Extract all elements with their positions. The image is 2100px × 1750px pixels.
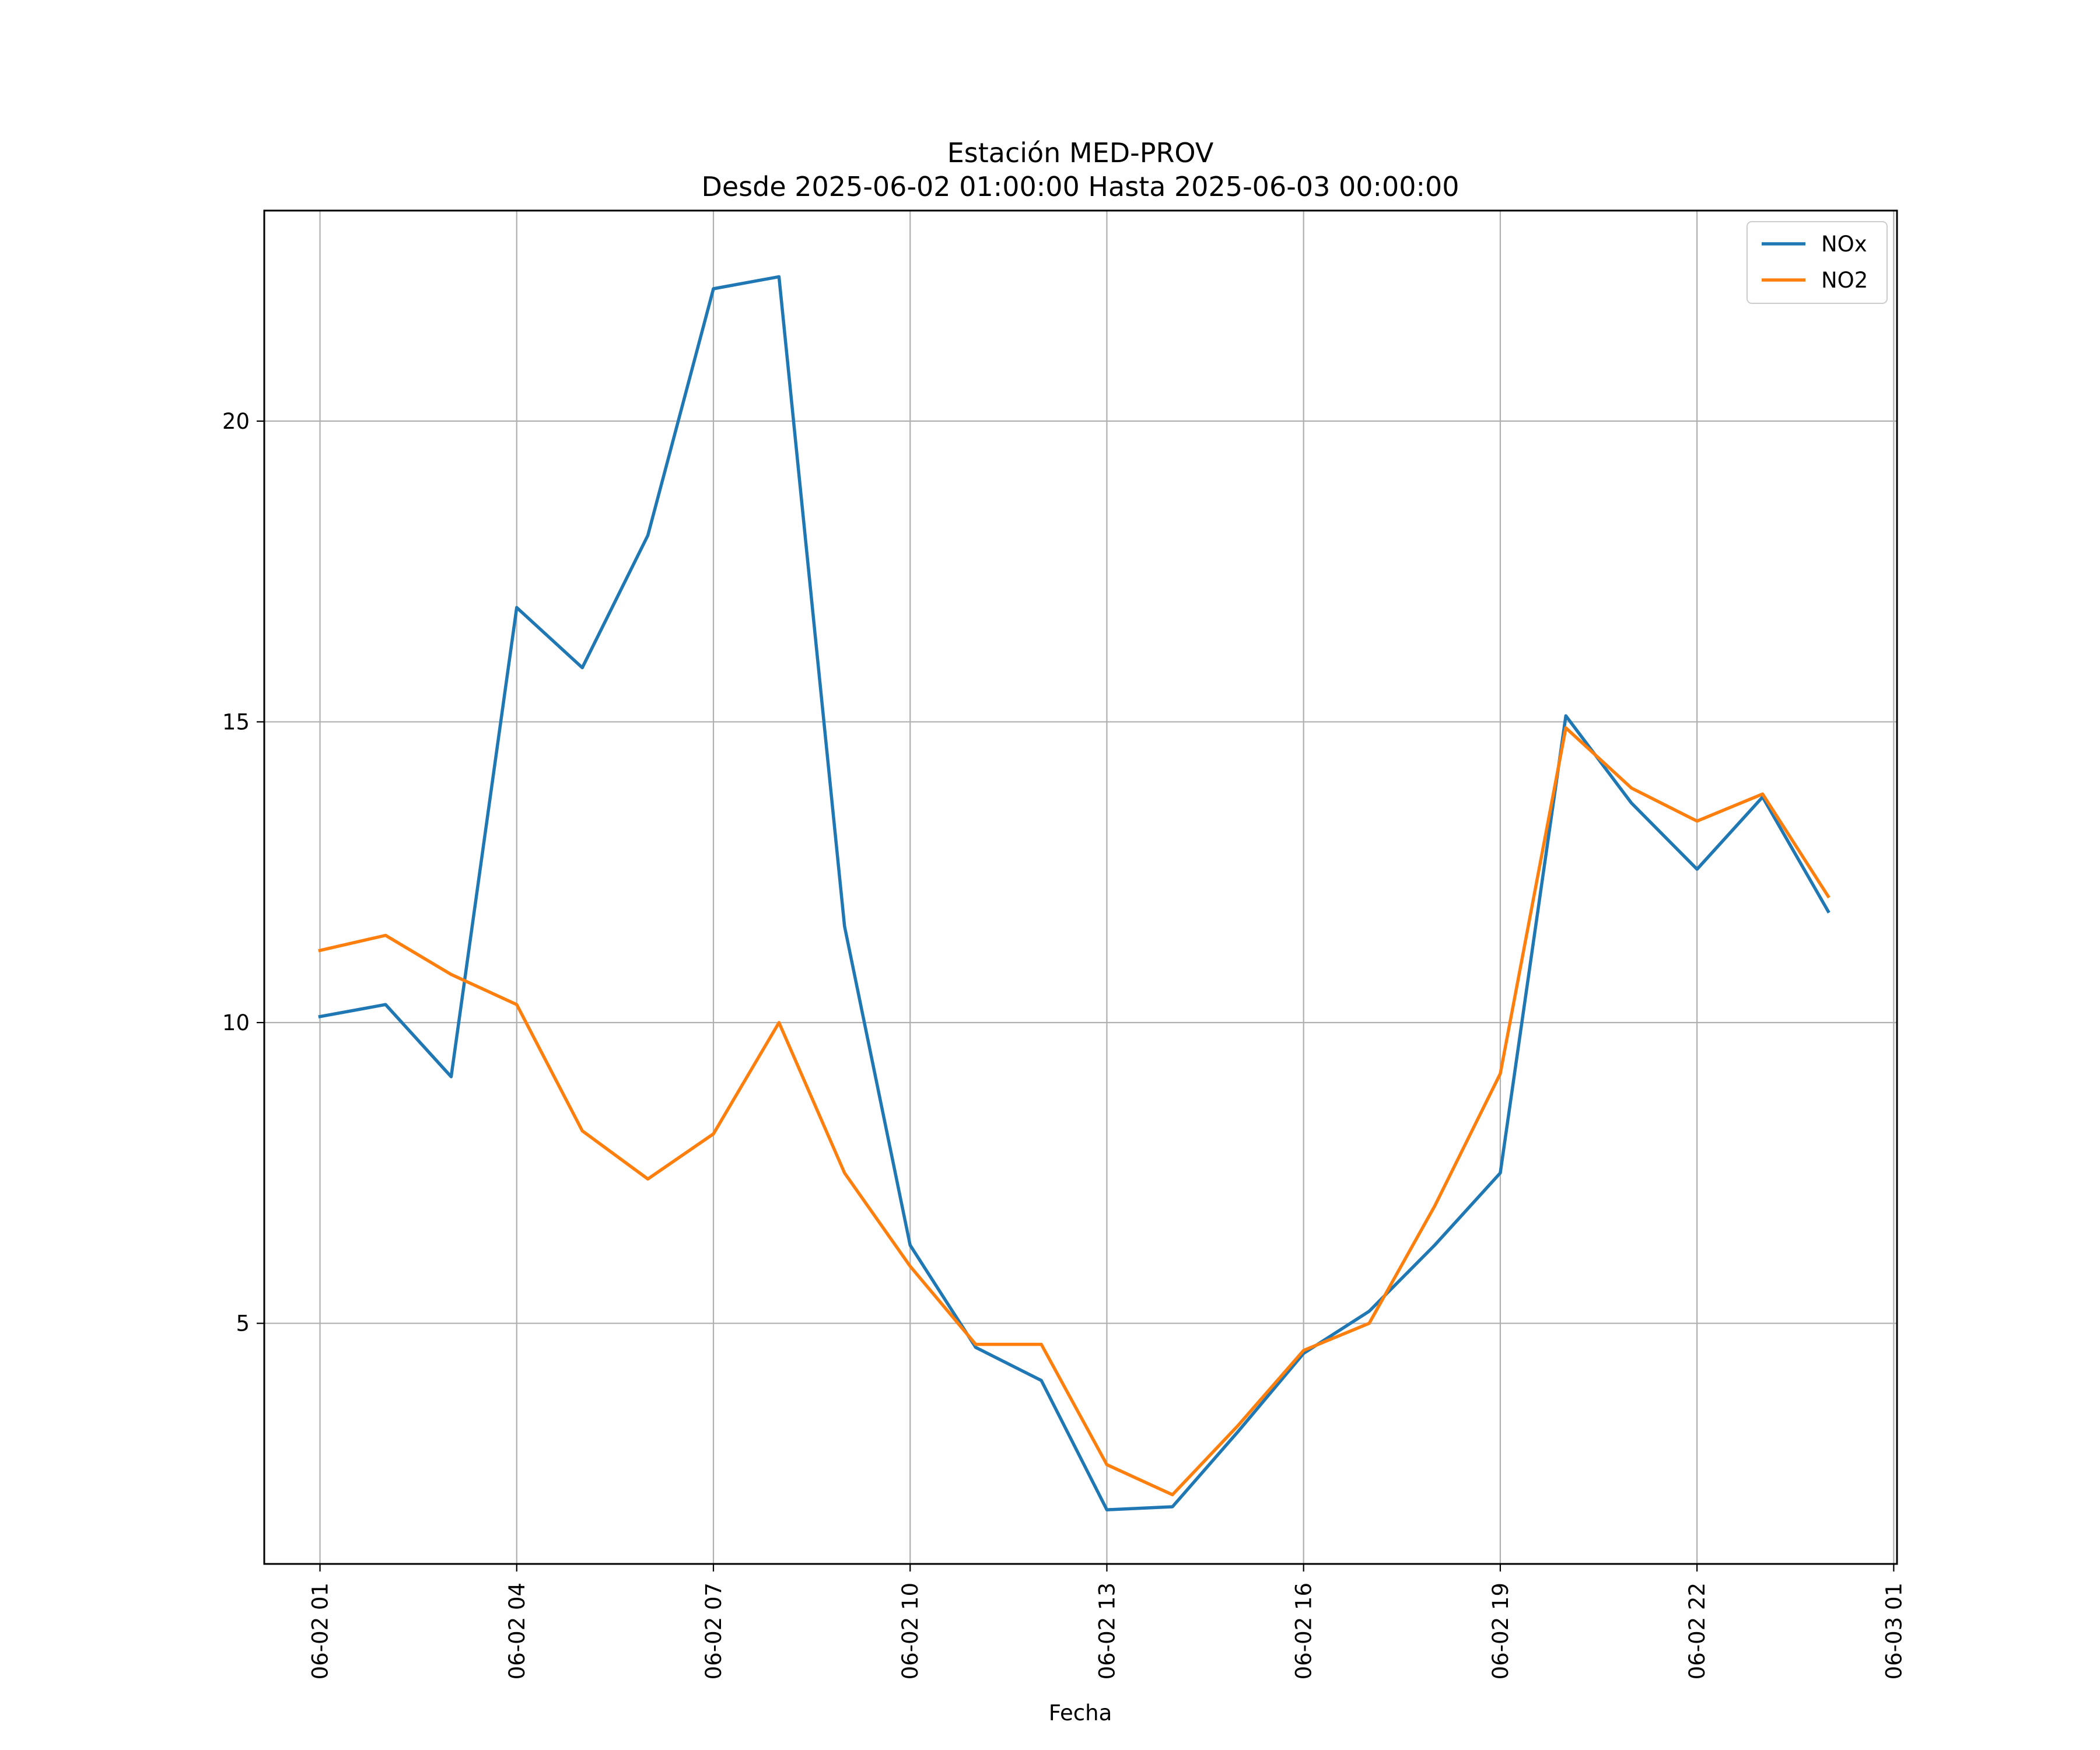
- y-tick-label: 10: [222, 1010, 250, 1035]
- x-tick-label: 06-02 01: [308, 1583, 333, 1679]
- legend-label-no2: NO2: [1821, 268, 1868, 293]
- x-tick-label: 06-02 16: [1292, 1583, 1317, 1679]
- y-tick-label: 20: [222, 409, 250, 434]
- x-tick-label: 06-02 22: [1685, 1583, 1710, 1679]
- grid-lines: [264, 211, 1897, 1564]
- x-tick-label: 06-02 19: [1488, 1583, 1513, 1679]
- x-tick-label: 06-02 13: [1094, 1583, 1119, 1679]
- chart-title: Estación MED-PROV: [947, 137, 1214, 169]
- plot-area-frame: [263, 209, 1898, 1565]
- y-tick-label: 15: [222, 709, 250, 734]
- x-tick-label: 06-02 04: [505, 1583, 530, 1679]
- y-tick-label: 5: [236, 1311, 250, 1336]
- x-tick-label: 06-02 07: [701, 1583, 726, 1679]
- x-tick-label: 06-02 10: [898, 1583, 923, 1679]
- series-lines: [318, 275, 1831, 1511]
- x-axis-ticks: 06-02 01 06-02 04 06-02 07 06-02 10 06-02 13…: [308, 1564, 1906, 1679]
- series-line-nox: [318, 275, 1831, 1511]
- x-axis-title: Fecha: [1049, 1700, 1112, 1726]
- legend-label-nox: NOx: [1821, 232, 1867, 257]
- legend: NOx NO2: [1746, 221, 1888, 304]
- series-line-no2: [318, 726, 1831, 1497]
- legend-box: [1746, 221, 1888, 304]
- x-tick-label: 06-03 01: [1881, 1583, 1906, 1679]
- chart-subtitle: Desde 2025-06-02 01:00:00 Hasta 2025-06-…: [701, 171, 1459, 202]
- y-axis-ticks: 5 10 15 20: [222, 409, 264, 1336]
